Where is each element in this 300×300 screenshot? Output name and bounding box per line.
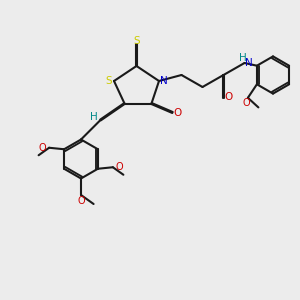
Text: O: O: [39, 143, 46, 153]
Text: S: S: [133, 36, 140, 46]
Text: H: H: [239, 53, 247, 64]
Text: O: O: [243, 98, 250, 108]
Text: O: O: [77, 196, 85, 206]
Text: N: N: [245, 58, 253, 68]
Text: O: O: [116, 162, 123, 172]
Text: H: H: [90, 112, 98, 122]
Text: O: O: [225, 92, 233, 103]
Text: S: S: [105, 76, 112, 86]
Text: O: O: [174, 107, 182, 118]
Text: N: N: [160, 76, 167, 86]
